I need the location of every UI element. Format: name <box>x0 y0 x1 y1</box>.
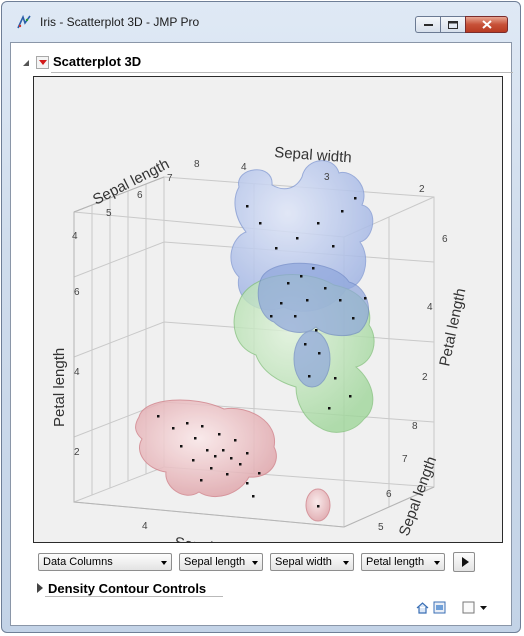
tick-label: 4 <box>427 302 433 313</box>
checkbox-icon[interactable] <box>462 601 475 614</box>
chevron-down-icon <box>252 561 258 565</box>
axis-label-sepal-length: Sepal length <box>90 156 172 209</box>
z-axis-column-dropdown[interactable]: Petal length <box>361 553 445 571</box>
tick-label: 7 <box>167 173 173 184</box>
tick-label: 5 <box>378 522 384 533</box>
dropdown-arrow-icon[interactable] <box>479 603 488 612</box>
jmp-app-icon <box>17 14 31 29</box>
minimize-button[interactable] <box>415 16 440 33</box>
axis-label-sepal-length-right: Sepal length <box>396 454 441 538</box>
density-contour-title: Density Contour Controls <box>48 581 207 596</box>
outline-divider <box>51 72 513 73</box>
data-columns-dropdown[interactable]: Data Columns <box>38 553 172 571</box>
axis-label-sepal-width-top: Sepal width <box>274 144 353 166</box>
maximize-button[interactable] <box>440 16 465 33</box>
report-pane: Scatterplot 3D <box>10 42 513 626</box>
z-axis-column-label: Petal length <box>366 556 425 568</box>
tick-label: 8 <box>412 421 418 432</box>
setosa-density-surface <box>135 399 331 522</box>
virginica-density-inner <box>257 262 369 388</box>
x-axis-column-dropdown[interactable]: Sepal length <box>179 553 263 571</box>
next-arrow-button[interactable] <box>453 552 475 572</box>
chevron-down-icon <box>343 561 349 565</box>
close-icon <box>481 20 492 29</box>
tick-label: 5 <box>106 208 112 219</box>
axis-label-petal-length-right: Petal length <box>436 287 469 368</box>
minimize-icon <box>423 23 433 26</box>
density-contour-outline-header[interactable]: Density Contour Controls <box>37 579 223 597</box>
tick-label: 6 <box>442 234 448 245</box>
y-axis-column-label: Sepal width <box>275 556 332 568</box>
tick-label: 2 <box>74 447 80 458</box>
red-triangle-menu-icon[interactable] <box>36 56 49 69</box>
x-axis-column-label: Sepal length <box>184 556 246 568</box>
tick-label: 6 <box>74 287 80 298</box>
data-columns-dropdown-label: Data Columns <box>43 556 113 568</box>
scatterplot-outline-header: Scatterplot 3D <box>21 54 513 74</box>
disclosure-expanded-icon[interactable] <box>23 60 29 66</box>
outline-divider <box>45 596 223 597</box>
maximize-icon <box>448 20 458 29</box>
tick-label: 3 <box>324 172 330 183</box>
axis-label-petal-length-left: Petal length <box>51 348 68 427</box>
tick-label: 7 <box>402 454 408 465</box>
tick-label: 6 <box>386 489 392 500</box>
tick-label: 4 <box>72 231 78 242</box>
title-bar[interactable]: Iris - Scatterplot 3D - JMP Pro <box>2 2 520 36</box>
chevron-down-icon <box>161 561 167 565</box>
disclosure-collapsed-icon[interactable] <box>37 583 43 593</box>
tick-label: 4 <box>74 367 80 378</box>
chevron-down-icon <box>434 561 440 565</box>
window-title: Iris - Scatterplot 3D - JMP Pro <box>40 15 200 29</box>
data-points[interactable] <box>157 197 367 508</box>
outline-title: Scatterplot 3D <box>53 54 142 69</box>
tick-label: 4 <box>241 162 247 173</box>
y-axis-column-dropdown[interactable]: Sepal width <box>270 553 354 571</box>
scatterplot-3d-frame[interactable]: 4 5 6 7 8 4 3 2 2 4 6 4 3 2 6 4 2 <box>33 76 503 543</box>
tick-label: 2 <box>422 372 428 383</box>
tick-label: 2 <box>419 184 425 195</box>
window-list-icon[interactable] <box>433 601 446 614</box>
close-button[interactable] <box>465 16 508 33</box>
home-icon[interactable] <box>416 601 429 614</box>
tick-label: 4 <box>142 521 148 532</box>
tick-label: 6 <box>137 190 143 201</box>
scatterplot-3d-canvas[interactable]: 4 5 6 7 8 4 3 2 2 4 6 4 3 2 6 4 2 <box>34 77 503 543</box>
axis-label-sepal-width-bottom: Sepal width <box>173 534 252 543</box>
status-bar-icons <box>416 601 488 614</box>
tick-label: 8 <box>194 159 200 170</box>
axis-box <box>73 176 435 528</box>
